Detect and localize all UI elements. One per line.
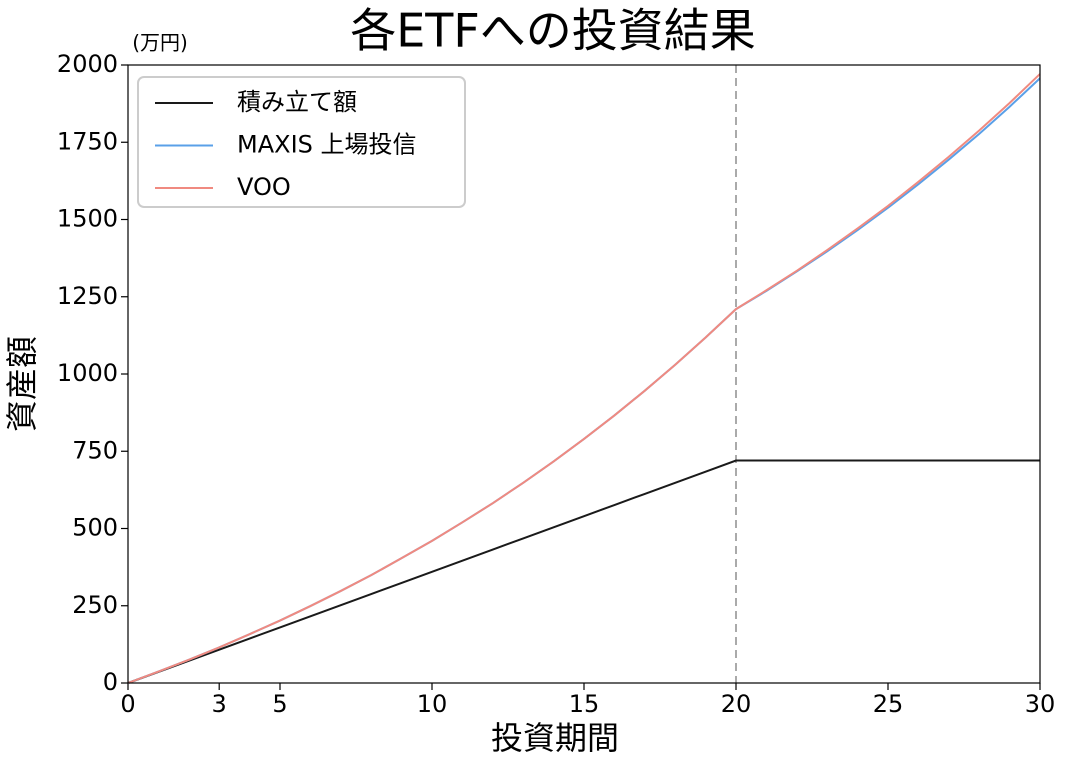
y-tick-label: 0 xyxy=(103,668,118,696)
x-tick-label: 15 xyxy=(569,690,600,718)
series-line xyxy=(127,73,1041,684)
legend-box xyxy=(137,76,466,208)
x-tick-label: 20 xyxy=(721,690,752,718)
x-tick-label: 25 xyxy=(873,690,904,718)
x-axis-label: 投資期間 xyxy=(491,719,619,757)
y-axis-label: 資産額 xyxy=(3,336,41,432)
plot-frame xyxy=(127,64,1041,684)
y-tick-label: 1000 xyxy=(57,359,118,387)
x-tick-label: 0 xyxy=(120,690,135,718)
y-tick-label: 500 xyxy=(72,514,118,542)
x-tick-label: 10 xyxy=(417,690,448,718)
y-tick-label: 250 xyxy=(72,591,118,619)
x-tick-label: 3 xyxy=(212,690,227,718)
series-line xyxy=(127,459,1040,684)
x-tick-label: 5 xyxy=(272,690,287,718)
y-tick-label: 750 xyxy=(72,436,118,464)
chart-title: 各ETFへの投資結果 xyxy=(350,4,756,58)
legend-label: VOO xyxy=(237,173,291,201)
y-tick-label: 1750 xyxy=(57,127,118,155)
x-tick-label: 30 xyxy=(1025,690,1056,718)
y-tick-label: 1250 xyxy=(57,282,118,310)
y-tick-label: 1500 xyxy=(57,205,118,233)
legend-label: MAXIS 上場投信 xyxy=(237,131,417,159)
unit-label: (万円) xyxy=(132,31,188,55)
legend-label: 積み立て額 xyxy=(237,88,357,116)
y-tick-label: 2000 xyxy=(57,50,118,78)
